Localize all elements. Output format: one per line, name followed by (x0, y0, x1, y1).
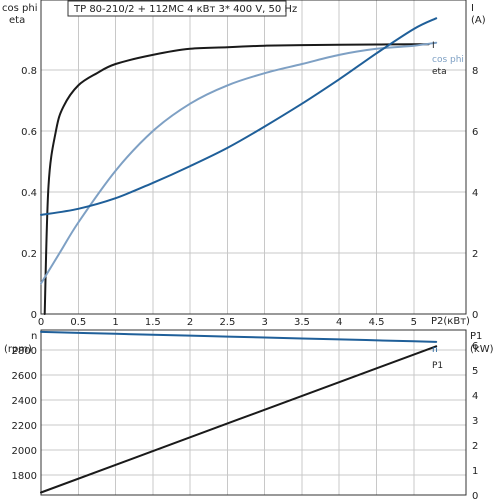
x-tick-label: 4 (336, 317, 342, 328)
upper-plot-frame (40, 0, 467, 315)
left-tick-label: 0.2 (21, 249, 37, 260)
right-tick-label: 2 (472, 441, 478, 452)
x-tick-label: 4.5 (369, 317, 385, 328)
left-tick-label: 2000 (12, 446, 37, 457)
right-tick-label: 6 (472, 341, 478, 352)
upper-grid (40, 0, 466, 315)
right-tick-label: 5 (472, 366, 478, 377)
lower-left-axis-label-bottom: (rpm) (4, 344, 32, 355)
upper-left-axis-label-bottom: eta (9, 15, 25, 26)
series-label-n: n (432, 345, 438, 355)
x-tick-label: 3.5 (294, 317, 310, 328)
left-tick-label: 2200 (12, 421, 37, 432)
upper-right-axis-label-bottom: (A) (471, 15, 486, 26)
series-line-eta (43, 43, 430, 315)
left-tick-label: 0 (31, 310, 37, 321)
x-tick-label: 1 (112, 317, 118, 328)
series-label-eta: eta (432, 67, 447, 77)
series-line-i (40, 17, 438, 216)
left-tick-label: 0.8 (21, 66, 37, 77)
x-tick-label: 2 (187, 317, 193, 328)
series-label-i: I (432, 41, 435, 51)
lower-right-axis-label-bottom: (kW) (470, 344, 494, 355)
title-box (67, 0, 287, 17)
x-tick-label: 3 (261, 317, 267, 328)
series-label-cos-phi: cos phi (432, 55, 464, 65)
left-tick-label: 1800 (12, 471, 37, 482)
x-tick-label: 1.5 (145, 317, 161, 328)
lower-plot-frame (40, 329, 467, 496)
lower-left-axis-label-top: n (31, 331, 37, 342)
upper-right-axis-label-top: I (471, 3, 474, 14)
lower-grid (40, 330, 466, 495)
right-tick-label: 1 (472, 466, 478, 477)
right-tick-label: 6 (472, 127, 478, 138)
x-tick-label: 0.5 (70, 317, 86, 328)
right-tick-label: 0 (472, 310, 478, 321)
right-tick-label: 3 (472, 416, 478, 427)
series-line-n (40, 330, 438, 343)
right-tick-label: 2 (472, 249, 478, 260)
upper-left-axis-label-top: cos phi (2, 3, 37, 14)
x-tick-label: 5 (411, 317, 417, 328)
series-line-cos-phi (40, 41, 438, 285)
axis-tick-labels: 0 0.5 1 1.5 2 2.5 3 3.5 4 4.5 5 0 0.2 0.4 0.6 0.8 0 2 4 6 8 1… (12, 66, 479, 502)
lower-right-axis-label-top: P1 (470, 331, 482, 342)
left-tick-label: 0.6 (21, 127, 37, 138)
right-tick-label: 4 (472, 391, 478, 402)
right-tick-label: 4 (472, 188, 478, 199)
series-line-p1 (40, 345, 438, 494)
right-tick-label: 0 (472, 491, 478, 500)
upper-series-group (40, 17, 438, 315)
x-axis-label: P2(кВт) (431, 316, 470, 327)
left-tick-label: 2800 (12, 346, 37, 357)
right-tick-label: 8 (472, 66, 478, 77)
series-label-p1: P1 (432, 361, 443, 371)
lower-series-group (40, 330, 438, 494)
left-tick-label: 2400 (12, 396, 37, 407)
left-tick-label: 0.4 (21, 188, 37, 199)
x-tick-label: 2.5 (219, 317, 235, 328)
chart-title: TP 80-210/2 + 112MC 4 кВт 3* 400 V, 50 H… (73, 4, 297, 15)
left-tick-label: 2600 (12, 371, 37, 382)
x-tick-label: 0 (38, 317, 44, 328)
